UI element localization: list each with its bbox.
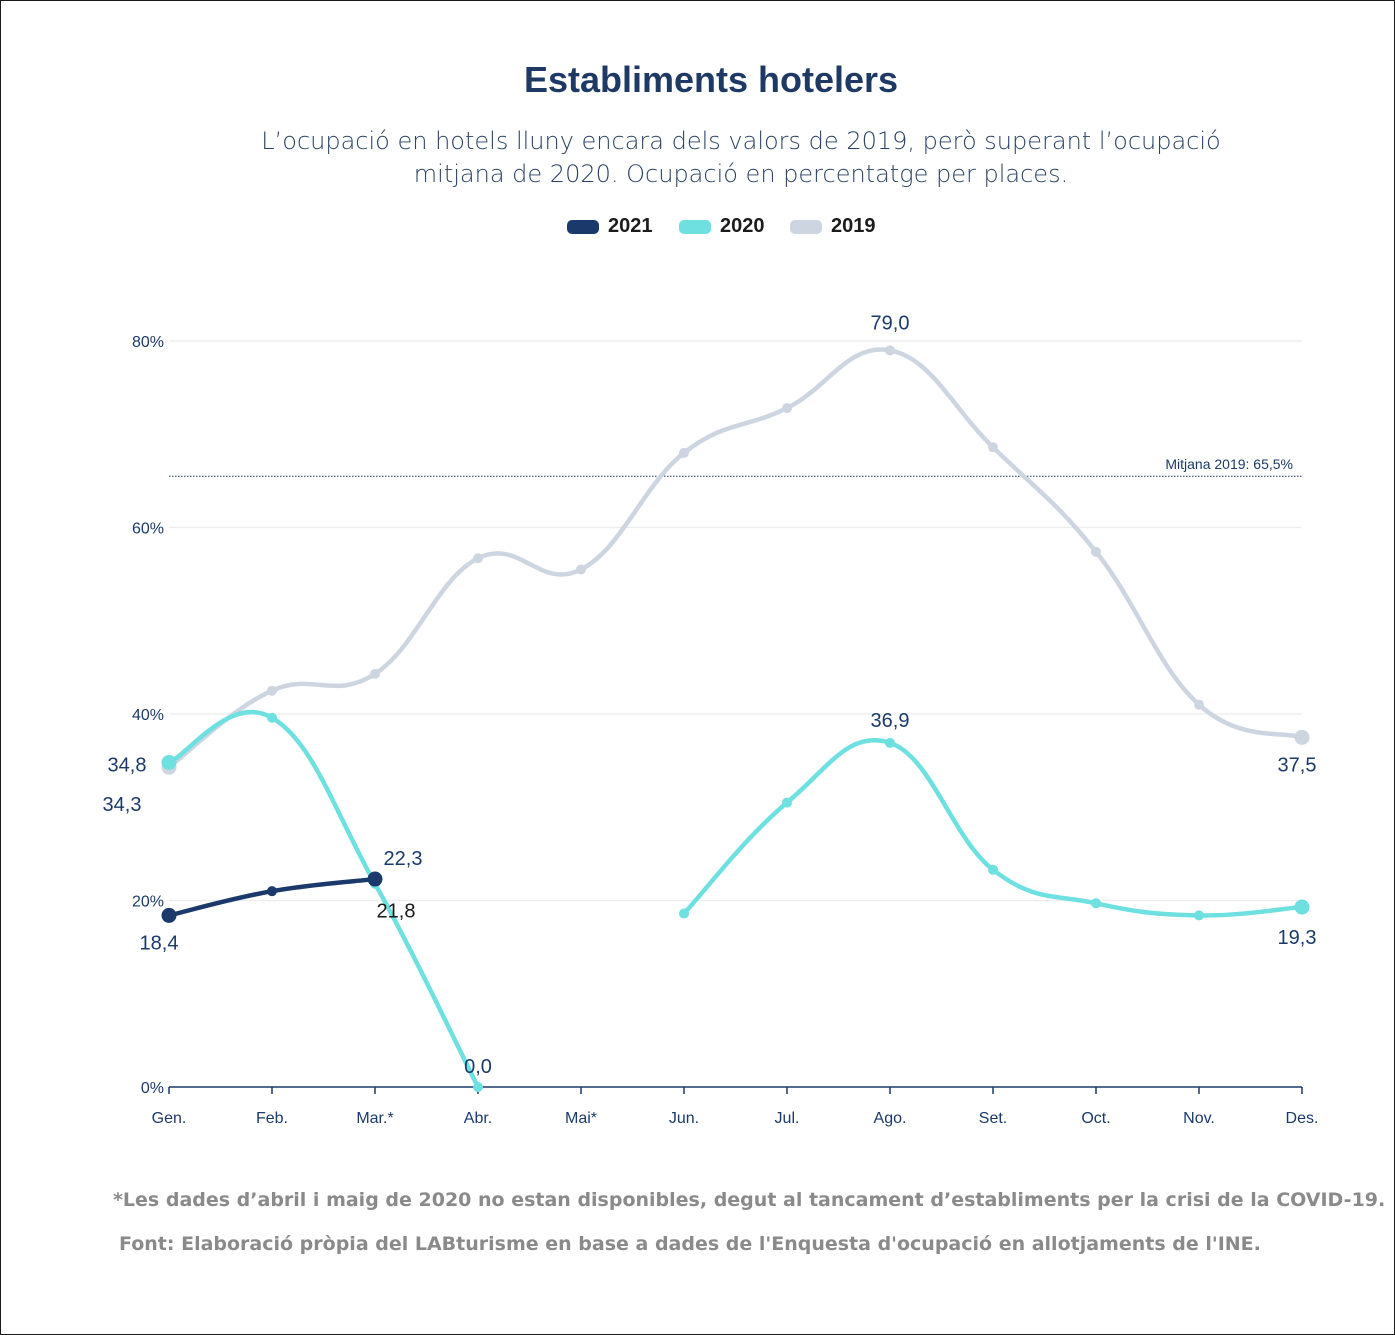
data-point-2019 (679, 447, 689, 458)
data-point-2021 (161, 907, 177, 923)
data-point-2019 (885, 345, 895, 356)
chart-title: Establiments hotelers (523, 59, 899, 100)
y-tick-label: 80% (132, 334, 164, 351)
data-label: 21,8 (377, 901, 416, 923)
data-label: 37,5 (1278, 754, 1317, 776)
series-line-2020 (166, 709, 481, 1090)
chart-subtitle: L’ocupació en hotels lluny encara dels v… (231, 125, 1251, 191)
data-point-2019 (576, 564, 586, 575)
legend-label-2019: 2019 (831, 215, 876, 237)
x-tick-label: Nov. (1183, 1110, 1215, 1127)
x-tick-label: Abr. (464, 1110, 492, 1127)
data-point-2020 (885, 737, 895, 748)
x-tick-label: Mar.* (356, 1110, 393, 1127)
data-point-2019 (1294, 729, 1310, 745)
subtitle-line-2: mitjana de 2020. Ocupació en percentatge… (413, 160, 1069, 188)
legend-swatch-2021 (567, 219, 599, 234)
data-label: 18,4 (140, 932, 179, 954)
x-tick-label: Mai* (565, 1110, 597, 1127)
data-point-2019 (1091, 546, 1101, 557)
legend-label-2021: 2021 (608, 215, 653, 237)
data-point-2020 (782, 797, 792, 808)
footnote: *Les dades d’abril i maig de 2020 no est… (113, 1189, 1386, 1211)
data-label: 19,3 (1278, 927, 1317, 949)
data-point-2019 (1194, 699, 1204, 710)
data-point-2019 (267, 685, 277, 696)
legend-item-2020[interactable]: 2020 (679, 215, 765, 238)
x-tick-label: Jul. (775, 1110, 800, 1127)
data-label: 22,3 (384, 848, 423, 870)
series-line-2019 (166, 347, 1305, 770)
x-tick-label: Jun. (669, 1110, 699, 1127)
data-point-2021 (367, 871, 383, 887)
data-label: 0,0 (464, 1056, 492, 1078)
data-label: 79,0 (871, 312, 910, 334)
legend-item-2021[interactable]: 2021 (567, 215, 653, 238)
x-tick-label: Oct. (1081, 1110, 1110, 1127)
series-2021 (161, 871, 383, 923)
data-point-2019 (370, 668, 380, 679)
source-note: Font: Elaboració pròpia del LABturisme e… (119, 1233, 1261, 1255)
x-tick-label: Feb. (256, 1110, 288, 1127)
x-tick-label: Des. (1286, 1110, 1319, 1127)
data-point-2020 (988, 864, 998, 875)
data-point-2020 (161, 754, 177, 770)
data-label: 36,9 (871, 710, 910, 732)
legend-swatch-2019 (790, 219, 822, 234)
data-point-2019 (473, 553, 483, 564)
y-tick-label: 20% (132, 894, 164, 911)
data-label: 34,3 (103, 794, 142, 816)
data-label: 34,8 (108, 754, 147, 776)
legend-swatch-2020 (679, 219, 711, 234)
legend-item-2019[interactable]: 2019 (790, 215, 876, 238)
data-point-2019 (988, 442, 998, 453)
reference-line-label: Mitjana 2019: 65,5% (1165, 456, 1293, 472)
y-tick-label: 60% (132, 521, 164, 538)
x-tick-label: Ago. (874, 1110, 907, 1127)
y-tick-label: 40% (132, 707, 164, 724)
subtitle-line-1: L’ocupació en hotels lluny encara dels v… (261, 127, 1221, 155)
series-line-2020 (681, 738, 1305, 918)
data-point-2021 (267, 886, 277, 897)
data-point-2020 (1194, 910, 1204, 921)
plot-area: 0% 20% 40% 60% 80% Gen. Feb. Mar.* Abr. Mai* Jun. J… (103, 312, 1319, 1127)
y-tick-label: 0% (141, 1080, 164, 1097)
data-point-2020 (473, 1082, 483, 1092)
x-tick-label: Set. (979, 1110, 1007, 1127)
legend-label-2020: 2020 (720, 215, 765, 237)
data-point-2019 (782, 403, 792, 414)
data-point-2020 (267, 712, 277, 723)
series-2019 (161, 345, 1310, 775)
data-point-2020 (1091, 898, 1101, 909)
data-point-2020 (679, 908, 689, 919)
x-tick-label: Gen. (152, 1110, 187, 1127)
series-line-2021 (166, 876, 378, 918)
data-point-2020 (1294, 899, 1310, 915)
series-2020 (161, 709, 1310, 1092)
